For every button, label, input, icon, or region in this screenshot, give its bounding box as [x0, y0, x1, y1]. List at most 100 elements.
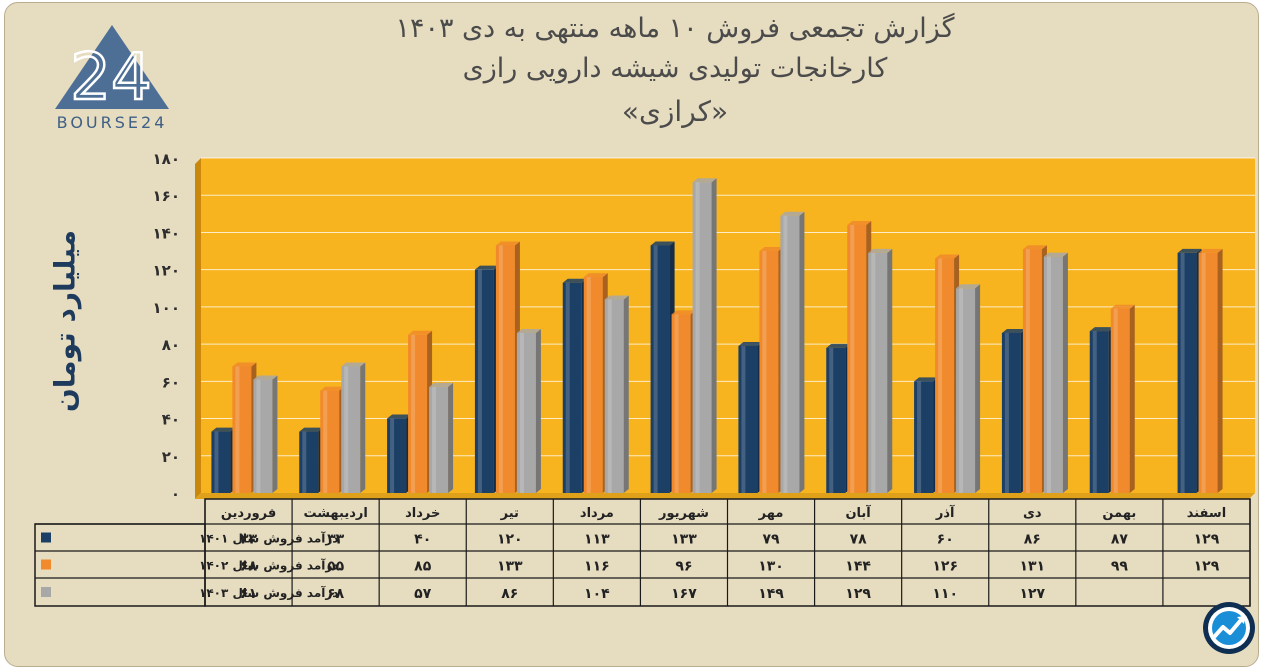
x-tick-label: بهمن — [1102, 506, 1136, 521]
data-label: ۱۶۷ — [671, 586, 697, 602]
legend-label: درآمد فروش سال ۱۴۰۲ — [199, 558, 338, 574]
bar — [692, 178, 717, 493]
data-label: ۱۲۹ — [1194, 559, 1220, 575]
chart-title-line-2: کارخانجات تولیدی شیشه دارویی رازی — [462, 53, 888, 84]
x-tick-label: اردیبهشت — [303, 506, 367, 521]
x-tick-label: آبان — [845, 504, 871, 521]
data-label: ۱۲۷ — [1019, 586, 1045, 602]
data-label: ۱۲۹ — [845, 586, 871, 602]
logo-text: BOURSE24 — [56, 113, 168, 132]
x-tick-label: آذر — [935, 504, 955, 521]
bar — [320, 386, 345, 493]
x-tick-label: خرداد — [405, 506, 440, 521]
bar — [387, 414, 412, 493]
data-label: ۸۵ — [414, 559, 432, 575]
y-tick-label: ۰ — [171, 485, 180, 503]
bar — [738, 341, 763, 493]
data-label: ۶۸ — [240, 559, 258, 575]
bar — [847, 221, 872, 493]
bar — [408, 330, 433, 493]
bar — [759, 247, 784, 493]
y-tick-label: ۴۰ — [162, 411, 180, 429]
bar — [495, 241, 520, 493]
legend-swatch — [41, 532, 51, 543]
data-label: ۱۳۳ — [671, 532, 697, 548]
y-tick-label: ۱۲۰ — [153, 262, 180, 280]
chart-title-line-1: گزارش تجمعی فروش ۱۰ ماهه منتهی به دی ۱۴۰… — [395, 13, 955, 44]
data-label: ۶۱ — [240, 586, 257, 602]
data-label: ۱۱۳ — [584, 532, 610, 548]
x-tick-label: مهر — [758, 506, 784, 521]
bar — [429, 382, 454, 493]
bar — [211, 427, 236, 493]
bar — [935, 254, 960, 493]
bourse24-logo: 24 — [55, 25, 169, 116]
chart-title-line-3: «کرازی» — [621, 95, 729, 128]
bar — [1198, 248, 1223, 493]
bar — [914, 377, 939, 493]
bar — [826, 343, 851, 493]
bar — [604, 295, 629, 493]
data-label: ۱۱۰ — [932, 586, 958, 602]
plot-side-wall — [195, 158, 201, 499]
bar — [780, 211, 805, 493]
data-label: ۱۳۳ — [497, 559, 523, 575]
y-tick-label: ۸۰ — [162, 336, 180, 354]
data-label: ۷۹ — [762, 532, 780, 548]
data-label: ۱۰۴ — [584, 586, 610, 602]
data-label: ۳۳ — [327, 532, 345, 548]
data-label: ۱۳۰ — [758, 559, 784, 575]
bar — [868, 248, 893, 493]
data-label: ۳۳ — [240, 532, 258, 548]
bar-chart: ۰ ۲۰ ۴۰ ۶۰ ۸۰ ۱۰۰ ۱۲۰ ۱۴۰ ۱۶۰ ۱۸۰ فروردین اردیبهشت خ… — [34, 150, 1255, 607]
data-label: ۹۹ — [1111, 559, 1129, 575]
y-tick-label: ۶۰ — [162, 373, 180, 391]
data-label: ۷۸ — [850, 532, 868, 548]
data-label: ۱۴۴ — [845, 559, 871, 575]
data-label: ۸۶ — [501, 586, 518, 602]
data-label: ۹۶ — [675, 559, 692, 575]
legend-label: درآمد فروش سال ۱۴۰۱ — [199, 531, 338, 547]
logo-mark: 24 — [70, 41, 151, 115]
y-tick-label: ۱۸۰ — [153, 150, 180, 168]
trend-badge-icon — [1203, 602, 1255, 654]
data-label: ۱۴۹ — [758, 586, 784, 602]
data-label: ۴۰ — [414, 532, 431, 548]
x-tick-label: فروردین — [221, 506, 276, 521]
y-tick-label: ۲۰ — [162, 448, 180, 466]
data-label: ۱۲۰ — [497, 532, 523, 548]
bar — [671, 310, 696, 493]
bar — [1177, 248, 1202, 493]
bar — [650, 241, 675, 493]
data-table-legend-border — [34, 523, 206, 607]
legend-swatch — [41, 559, 51, 570]
bar — [1043, 252, 1068, 493]
x-tick-label: مرداد — [580, 506, 614, 521]
bar — [516, 328, 541, 493]
bar — [1022, 245, 1047, 493]
bar — [253, 375, 278, 493]
y-tick-label: ۱۰۰ — [153, 299, 180, 317]
bar — [1089, 327, 1114, 493]
legend-swatch — [41, 587, 51, 597]
bar — [341, 362, 366, 493]
x-tick-label: شهریور — [658, 506, 709, 521]
bar — [1110, 304, 1135, 493]
data-label: ۱۳۱ — [1019, 559, 1045, 575]
data-label: ۸۷ — [1111, 532, 1129, 548]
plot-area — [201, 158, 1255, 493]
plot-floor — [195, 493, 1255, 499]
data-label: ۵۷ — [414, 586, 432, 602]
x-tick-label: تیر — [500, 506, 519, 521]
bar — [474, 265, 499, 493]
x-tick-label: دی — [1023, 506, 1042, 521]
bar — [562, 278, 587, 493]
legend-label: درآمد فروش سال ۱۴۰۳ — [199, 585, 338, 601]
bar — [956, 284, 981, 493]
bar — [583, 273, 608, 493]
data-label: ۱۲۶ — [932, 559, 958, 575]
data-label: ۸۶ — [1024, 532, 1041, 548]
bar — [299, 427, 324, 493]
bar — [232, 362, 257, 493]
bar — [1001, 328, 1026, 493]
